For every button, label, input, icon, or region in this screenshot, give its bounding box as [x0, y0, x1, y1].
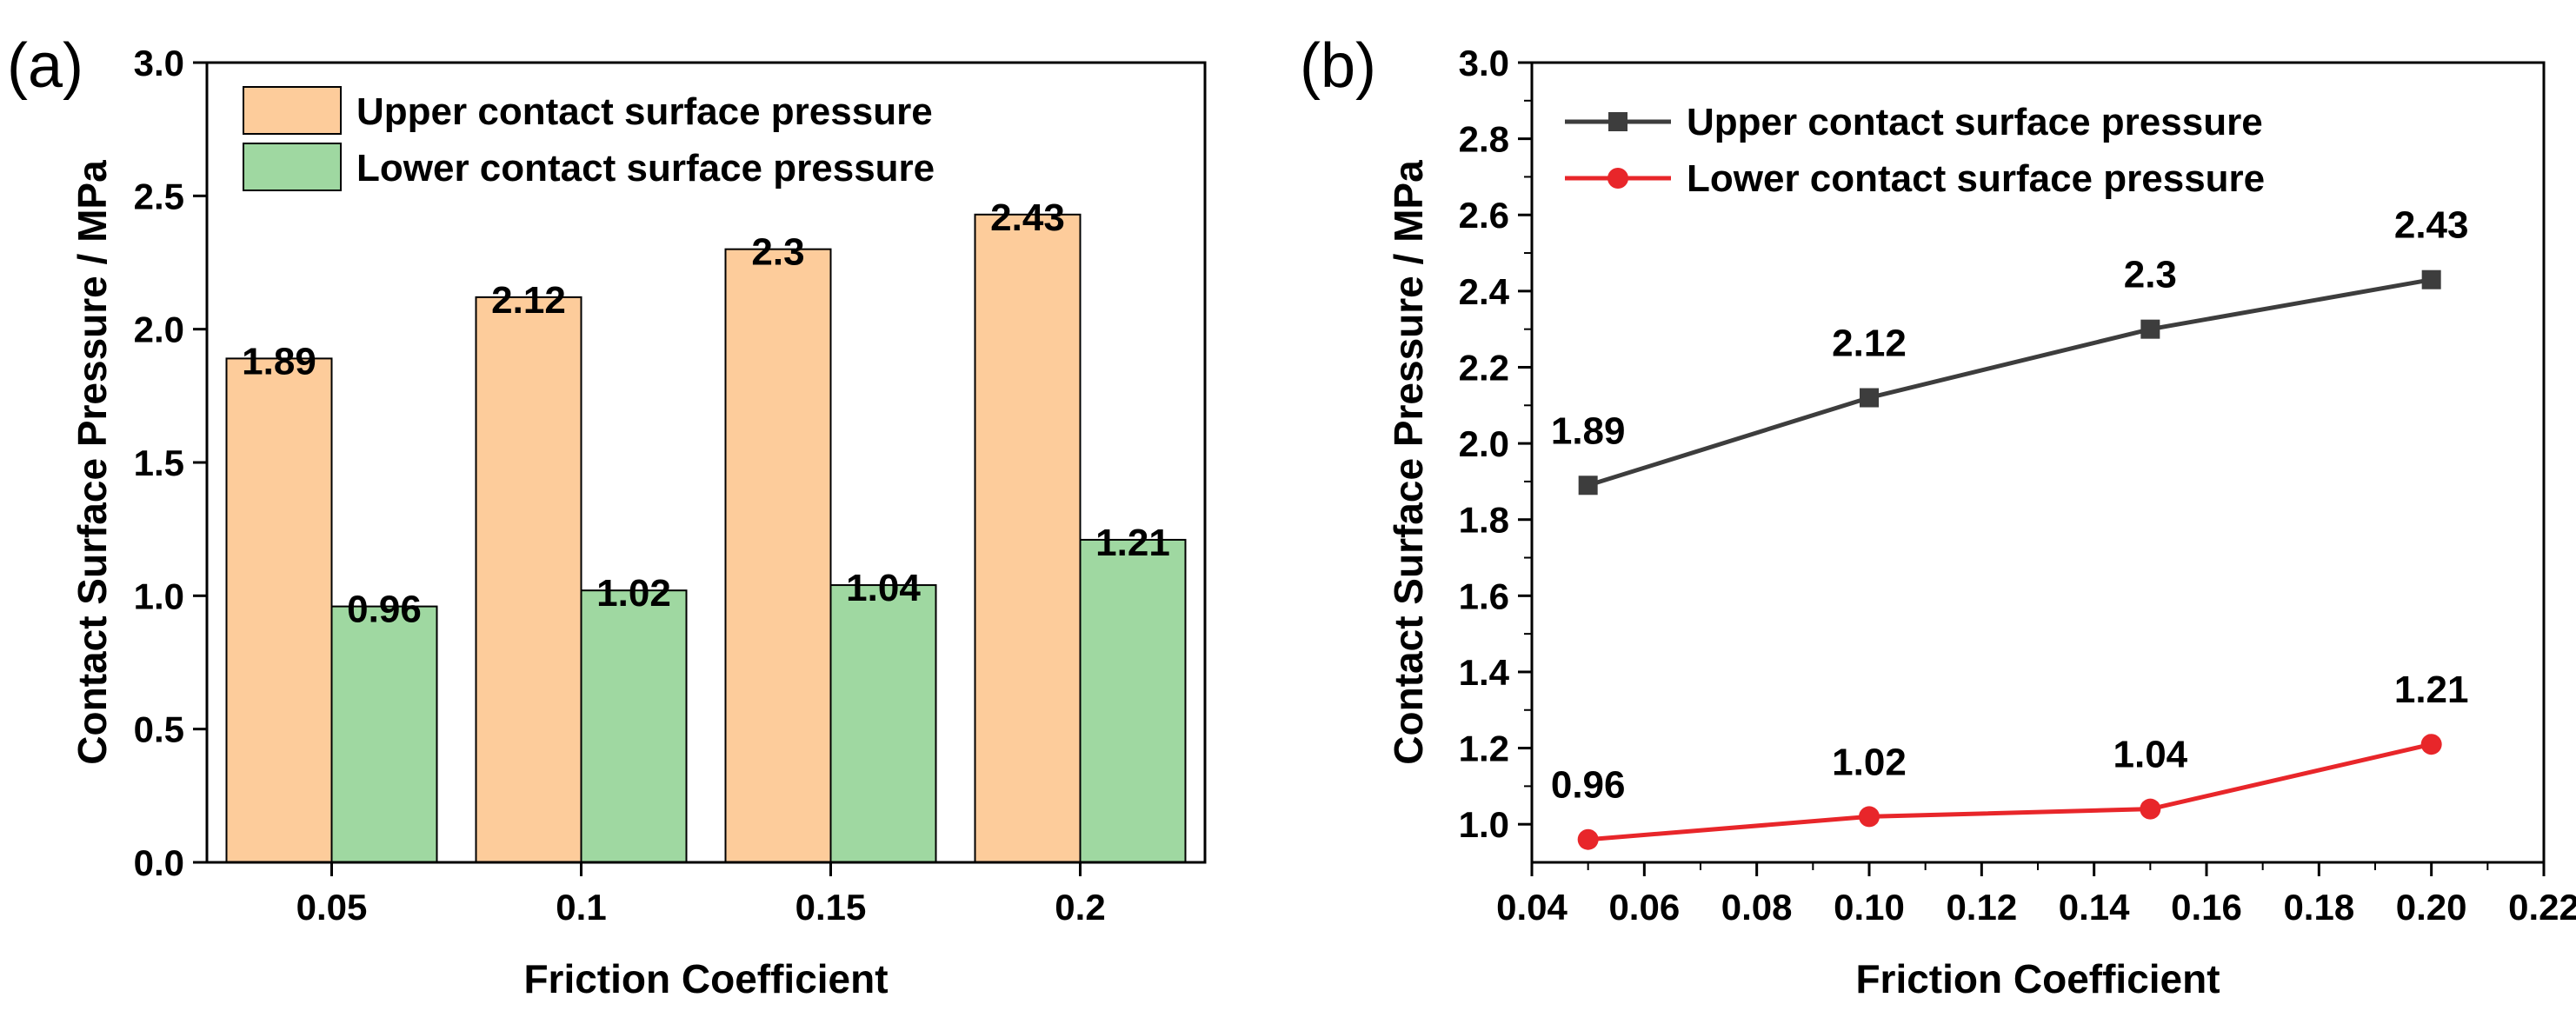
panel-b-y-tick-label-0: 1.0 — [1459, 804, 1509, 845]
panel-b-x-tick-label-0: 0.04 — [1496, 887, 1568, 928]
panel-b-plot-frame — [1530, 61, 2546, 864]
marker-lower-2 — [2140, 798, 2161, 820]
panel-b-x-tick-label-8: 0.20 — [2396, 887, 2467, 928]
panel-a-x-tick-label-2: 0.15 — [795, 887, 867, 928]
point-label-upper-1: 2.12 — [1832, 323, 1907, 365]
legend-label-lower-b: Lower contact surface pressure — [1687, 157, 2265, 200]
panel-b-legend: Upper contact surface pressure Lower con… — [1565, 101, 2265, 200]
marker-upper-3 — [2421, 269, 2441, 289]
bar-upper-0.15 — [724, 248, 832, 863]
marker-lower-0 — [1577, 828, 1599, 850]
panel-a-y-tick-label-2: 1.0 — [134, 575, 184, 616]
legend-marker-upper — [1608, 112, 1627, 131]
bar-lower-0.2 — [1079, 538, 1187, 864]
panel-b-x-tick-label-3: 0.10 — [1834, 887, 1905, 928]
legend-label-upper-b: Upper contact surface pressure — [1687, 101, 2263, 143]
series-line-upper — [1587, 277, 2433, 488]
panel-b-y-tick-label-2: 1.4 — [1459, 652, 1510, 693]
bar-label-lower-0.1: 1.02 — [596, 572, 671, 615]
panel-b-x-tick-label-9: 0.22 — [2508, 887, 2576, 928]
point-label-upper-0: 1.89 — [1551, 409, 1626, 452]
marker-lower-1 — [1859, 806, 1880, 828]
bar-label-lower-0.2: 1.21 — [1095, 522, 1170, 564]
panel-a-legend: Upper contact surface pressure Lower con… — [243, 86, 935, 191]
panel-b-series-lines — [1587, 277, 2433, 842]
panel-b-y-tick-label-8: 2.6 — [1459, 195, 1509, 236]
panel-b-x-tick-label-7: 0.18 — [2283, 887, 2354, 928]
panel-b-y-tick-label-5: 2.0 — [1459, 423, 1509, 464]
bar-chart-panel: (a) Contact Surface Pressure / MPa Frict… — [7, 31, 1207, 1001]
bar-label-lower-0.05: 0.96 — [347, 589, 422, 631]
bar-upper-0.2 — [974, 213, 1082, 864]
panel-a-x-tick-label-1: 0.1 — [556, 887, 606, 928]
panel-a-x-tick-label-0: 0.05 — [296, 887, 368, 928]
panel-b-y-tick-label-10: 3.0 — [1459, 43, 1509, 83]
panel-b-x-axis-title: Friction Coefficient — [1855, 956, 2220, 1001]
marker-upper-0 — [1578, 476, 1598, 496]
bar-label-upper-0.15: 2.3 — [751, 231, 804, 274]
bar-label-upper-0.05: 1.89 — [242, 340, 316, 382]
bar-label-upper-0.2: 2.43 — [990, 196, 1065, 239]
bar-lower-0.15 — [829, 584, 937, 863]
bar-lower-0.05 — [330, 605, 438, 863]
bar-lower-0.1 — [580, 589, 688, 863]
panel-b-label: (b) — [1300, 31, 1376, 101]
panel-b-y-axis-title: Contact Surface Pressure / MPa — [1386, 160, 1431, 765]
marker-upper-1 — [1860, 388, 1879, 408]
panel-a-y-ticks: 0.0 0.5 1.0 1.5 2.0 2.5 3.0 — [134, 43, 207, 883]
panel-b-y-tick-label-6: 2.2 — [1459, 347, 1509, 388]
panel-b-y-ticks: 1.0 1.2 1.4 1.6 1.8 2.0 2.2 2.4 2.6 2.8 3.0 — [1459, 43, 1532, 845]
bar-upper-0.05 — [225, 357, 333, 863]
series-line-lower — [1588, 742, 2433, 842]
panel-b-y-tick-label-4: 1.8 — [1459, 500, 1509, 541]
point-label-lower-0: 0.96 — [1551, 764, 1626, 807]
panel-a-plot-frame — [205, 61, 1207, 864]
bar-label-upper-0.1: 2.12 — [491, 279, 566, 322]
panel-a-x-axis-title: Friction Coefficient — [523, 956, 888, 1001]
marker-lower-3 — [2420, 734, 2442, 755]
legend-swatch-lower — [243, 143, 342, 191]
panel-b-x-tick-label-1: 0.06 — [1608, 887, 1680, 928]
legend-label-upper: Upper contact surface pressure — [356, 90, 933, 133]
panel-b-y-tick-label-3: 1.6 — [1459, 575, 1509, 616]
panel-b-data-labels: 1.89 2.12 2.3 2.43 0.96 1.02 1.04 1.21 — [1551, 204, 2469, 807]
panel-a-x-tick-label-3: 0.2 — [1055, 887, 1105, 928]
bar-upper-0.1 — [475, 296, 582, 864]
legend-swatch-upper — [243, 86, 342, 135]
marker-upper-2 — [2140, 319, 2160, 339]
line-chart-panel: (b) Contact Surface Pressure / MPa Frict… — [1300, 31, 2576, 1001]
legend-label-lower: Lower contact surface pressure — [356, 147, 935, 190]
panel-b-y-tick-label-9: 2.8 — [1459, 119, 1509, 160]
panel-b-x-ticks: 0.04 0.06 0.08 0.10 0.12 0.14 0.16 0.18 0.20 0.22 — [1496, 862, 2576, 928]
legend-marker-lower — [1608, 168, 1628, 189]
point-label-lower-2: 1.04 — [2113, 734, 2188, 776]
point-label-upper-3: 2.43 — [2394, 204, 2469, 247]
panel-b-x-tick-label-4: 0.12 — [1946, 887, 2017, 928]
panel-b-y-tick-label-1: 1.2 — [1459, 728, 1509, 769]
panel-b-x-tick-label-6: 0.16 — [2171, 887, 2242, 928]
panel-a-y-tick-label-3: 1.5 — [134, 442, 184, 483]
panel-b-markers — [1577, 269, 2442, 850]
panel-b-y-tick-label-7: 2.4 — [1459, 271, 1510, 312]
point-label-lower-1: 1.02 — [1832, 741, 1907, 783]
panel-a-data-labels: 1.89 0.96 2.12 1.02 2.3 1.04 2.43 1.21 — [242, 196, 1170, 631]
panel-a-y-tick-label-5: 2.5 — [134, 176, 184, 216]
panel-a-x-ticks: 0.05 0.1 0.15 0.2 — [296, 862, 1106, 928]
panel-a-y-tick-label-6: 3.0 — [134, 43, 184, 83]
panel-b-x-tick-label-2: 0.08 — [1721, 887, 1793, 928]
bar-label-lower-0.15: 1.04 — [846, 567, 921, 609]
panel-a-y-tick-label-4: 2.0 — [134, 309, 184, 350]
panel-a-bars — [225, 213, 1187, 864]
panel-a-y-axis-title: Contact Surface Pressure / MPa — [70, 160, 115, 765]
point-label-lower-3: 1.21 — [2394, 668, 2469, 711]
panel-a-label: (a) — [7, 31, 83, 101]
panel-b-x-tick-label-5: 0.14 — [2059, 887, 2130, 928]
point-label-upper-2: 2.3 — [2124, 254, 2177, 296]
panel-a-y-tick-label-0: 0.0 — [134, 842, 184, 883]
panel-a-y-tick-label-1: 0.5 — [134, 709, 184, 750]
